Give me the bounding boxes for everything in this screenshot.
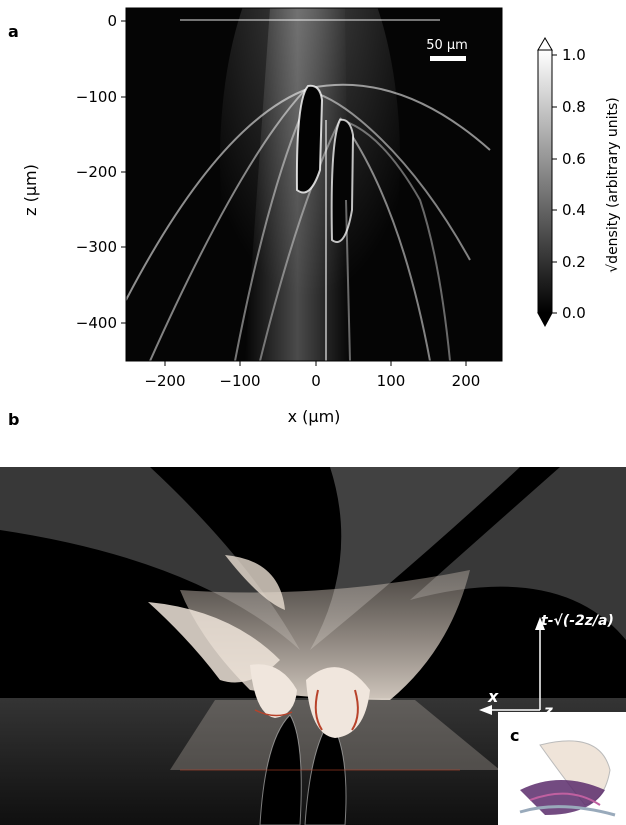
x-tick-label: −100 bbox=[219, 372, 260, 390]
colorbar: 1.0 0.8 0.6 0.4 0.2 0.0 √density (arbitr… bbox=[537, 37, 621, 328]
scale-bar-label: 50 μm bbox=[426, 38, 468, 53]
inset-c bbox=[498, 712, 626, 825]
panel-label-b: b bbox=[8, 410, 20, 429]
y-axis: 0 −100 −200 −300 −400 z (μm) bbox=[21, 12, 126, 332]
x-tick-label: 0 bbox=[311, 372, 321, 390]
y-tick-label: −300 bbox=[76, 238, 117, 256]
axes-indicator bbox=[479, 617, 545, 725]
density-image bbox=[126, 8, 502, 361]
colorbar-tick: 0.8 bbox=[562, 98, 586, 116]
x-tick-label: −200 bbox=[144, 372, 185, 390]
panel-label-a: a bbox=[8, 22, 19, 41]
x-tick-label: 200 bbox=[452, 372, 481, 390]
axis-x-label: x bbox=[487, 687, 499, 706]
x-axis: −200 −100 0 100 200 x (μm) bbox=[144, 361, 480, 426]
y-axis-label: z (μm) bbox=[21, 164, 40, 216]
scale-bar bbox=[430, 56, 466, 61]
panel-label-c: c bbox=[510, 726, 519, 745]
axis-t-label: t-√(-2z/a) bbox=[541, 613, 614, 629]
colorbar-tick: 0.6 bbox=[562, 150, 586, 168]
colorbar-extend-max bbox=[537, 37, 553, 51]
colorbar-tick: 0.2 bbox=[562, 253, 586, 271]
x-tick-label: 100 bbox=[377, 372, 406, 390]
figure-a: 50 μm −200 −100 0 100 200 x (μm) 0 −100 … bbox=[21, 7, 621, 426]
y-tick-label: −400 bbox=[76, 314, 117, 332]
y-tick-label: −200 bbox=[76, 163, 117, 181]
colorbar-tick: 0.0 bbox=[562, 304, 586, 322]
y-tick-label: −100 bbox=[76, 88, 117, 106]
colorbar-tick: 1.0 bbox=[562, 46, 586, 64]
colorbar-extend-min bbox=[537, 312, 553, 328]
colorbar-tick: 0.4 bbox=[562, 201, 586, 219]
colorbar-label: √density (arbitrary units) bbox=[605, 97, 621, 272]
x-axis-label: x (μm) bbox=[288, 407, 341, 426]
y-tick-label: 0 bbox=[107, 12, 117, 30]
axis-z-label: z bbox=[543, 702, 553, 720]
rendered-caustic-surface bbox=[0, 467, 626, 825]
